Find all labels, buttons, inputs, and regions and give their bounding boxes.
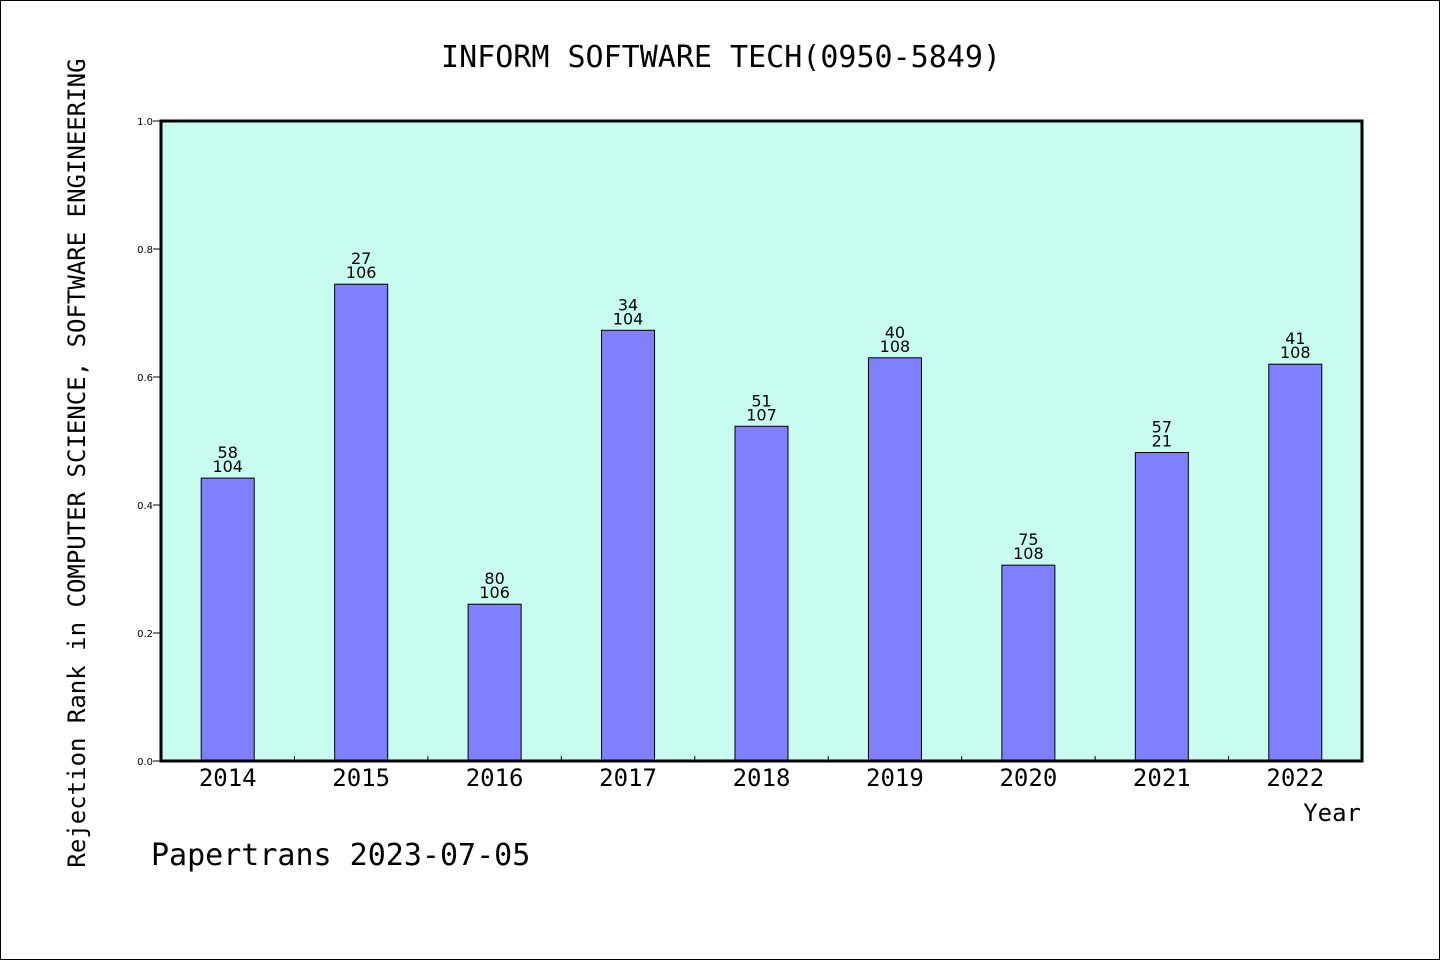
bar-2020 [1001,564,1056,762]
bar-series [200,283,1323,762]
y-tick-label: 1.0 [137,117,153,128]
x-axis-label: Year [1303,799,1361,827]
y-tick-label: 0.6 [137,373,153,384]
bar-label-top: 51 [751,391,771,410]
bar-2014 [200,477,255,762]
bar-label-bottom: 104 [613,309,644,328]
x-tick-label: 2022 [1266,764,1324,792]
bar-2016 [467,603,522,762]
x-tick-label: 2020 [999,764,1057,792]
bar-label-top: 58 [218,443,238,462]
bar-label-bottom: 108 [1280,343,1311,362]
x-tick-label: 2015 [332,764,390,792]
y-tick-label: 0.4 [137,501,153,512]
x-tick-label: 2021 [1133,764,1191,792]
y-tick-label: 0.2 [137,629,153,640]
bar-label-top: 57 [1152,418,1172,437]
bar-label-bottom: 107 [746,405,777,424]
bar-label-bottom: 104 [212,457,243,476]
x-tick-label: 2017 [599,764,657,792]
bar-2015 [334,283,389,762]
bar-label-bottom: 108 [1013,544,1044,563]
bar-label-top: 40 [885,323,905,342]
bar-label-top: 27 [351,249,371,268]
y-tick-label: 0.8 [137,245,153,256]
x-tick-label: 2019 [866,764,924,792]
bar-label-bottom: 21 [1152,432,1172,451]
bar-labels: 5810427106801063410451107401087510857214… [212,249,1310,602]
x-tick-label: 2016 [466,764,524,792]
bar-label-bottom: 108 [880,337,911,356]
bar-label-top: 80 [484,569,504,588]
bar-label-top: 34 [618,295,638,314]
plot-border [159,119,1364,763]
y-axis-label: Rejection Rank in COMPUTER SCIENCE, SOFT… [63,58,91,867]
bar-2021 [1134,452,1189,762]
bar-2017 [601,329,656,762]
y-tick-label: 0.0 [137,757,153,768]
x-tick-label: 2014 [199,764,257,792]
credit-text: Papertrans 2023-07-05 [151,838,530,873]
bar-2019 [867,357,922,762]
chart-title: INFORM SOFTWARE TECH(0950-5849) [441,40,1001,75]
bar-2018 [734,425,789,762]
bar-label-bottom: 106 [346,263,377,282]
bar-label-top: 41 [1285,329,1305,348]
bar-2022 [1268,363,1323,762]
x-tick-label: 2018 [733,764,791,792]
bar-label-top: 75 [1018,530,1038,549]
y-axis: 0.0 0.2 0.4 0.6 0.8 1.0 [137,117,161,768]
bar-label-bottom: 106 [479,583,510,602]
x-axis: 2014 2015 2016 2017 2018 2019 2020 2021 2022 [199,756,1324,792]
